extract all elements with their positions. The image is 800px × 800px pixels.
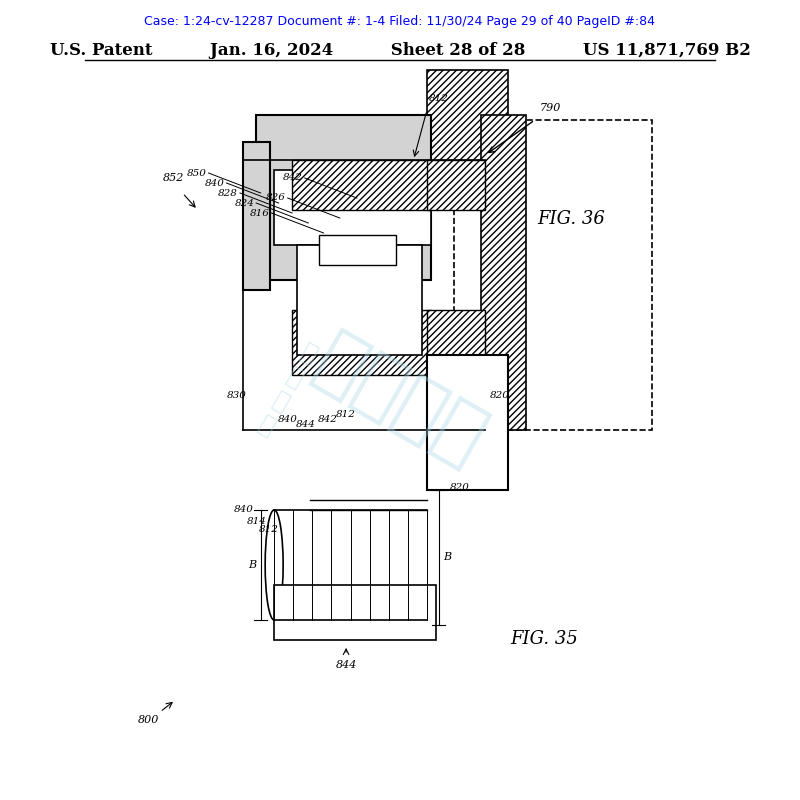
Text: 828: 828 [218, 189, 238, 198]
Bar [454, 120, 652, 430]
Bar [292, 310, 431, 375]
Text: 840: 840 [205, 178, 225, 187]
Text: FIG. 36: FIG. 36 [537, 210, 605, 228]
Text: 826: 826 [266, 194, 286, 202]
Text: Case: 1:24-cv-12287 Document #: 1-4 Filed: 11/30/24 Page 29 of 40 PageID #:84: Case: 1:24-cv-12287 Document #: 1-4 File… [145, 15, 655, 28]
Text: 824: 824 [234, 198, 254, 207]
Bar [242, 142, 270, 290]
Text: 790: 790 [539, 103, 561, 113]
Text: 812: 812 [258, 526, 278, 534]
Ellipse shape [265, 510, 283, 620]
Text: 844: 844 [335, 660, 357, 670]
Text: FIG. 35: FIG. 35 [510, 630, 578, 648]
Text: U.S. Patent          Jan. 16, 2024          Sheet 28 of 28          US 11,871,76: U.S. Patent Jan. 16, 2024 Sheet 28 of 28… [50, 42, 750, 59]
Bar [319, 235, 395, 265]
Bar [292, 160, 431, 210]
Bar [427, 160, 486, 210]
Text: 840: 840 [278, 415, 298, 424]
Bar [427, 355, 508, 490]
Text: 840: 840 [234, 506, 254, 514]
Bar [481, 115, 526, 430]
Bar [427, 70, 508, 185]
Text: 852: 852 [162, 173, 184, 183]
Bar [274, 170, 431, 245]
Bar [427, 310, 486, 375]
Text: 812: 812 [336, 410, 356, 419]
Text: 842: 842 [283, 174, 303, 182]
Text: 820: 820 [490, 390, 510, 399]
Bar [297, 245, 422, 355]
Text: 844: 844 [296, 420, 315, 429]
Bar [274, 585, 436, 640]
Text: 家美之托: 家美之托 [302, 322, 498, 478]
Bar [256, 115, 431, 280]
Text: 家
美
之
托: 家 美 之 托 [254, 340, 321, 440]
Text: 816: 816 [250, 209, 270, 218]
Text: 842: 842 [318, 415, 338, 424]
Text: 800: 800 [138, 715, 159, 725]
Text: 850: 850 [187, 169, 206, 178]
Text: 812: 812 [429, 94, 449, 103]
Text: B: B [248, 560, 256, 570]
Text: B: B [443, 552, 451, 562]
Text: 820: 820 [450, 483, 470, 493]
Text: 830: 830 [227, 390, 247, 399]
Text: 814: 814 [247, 518, 267, 526]
